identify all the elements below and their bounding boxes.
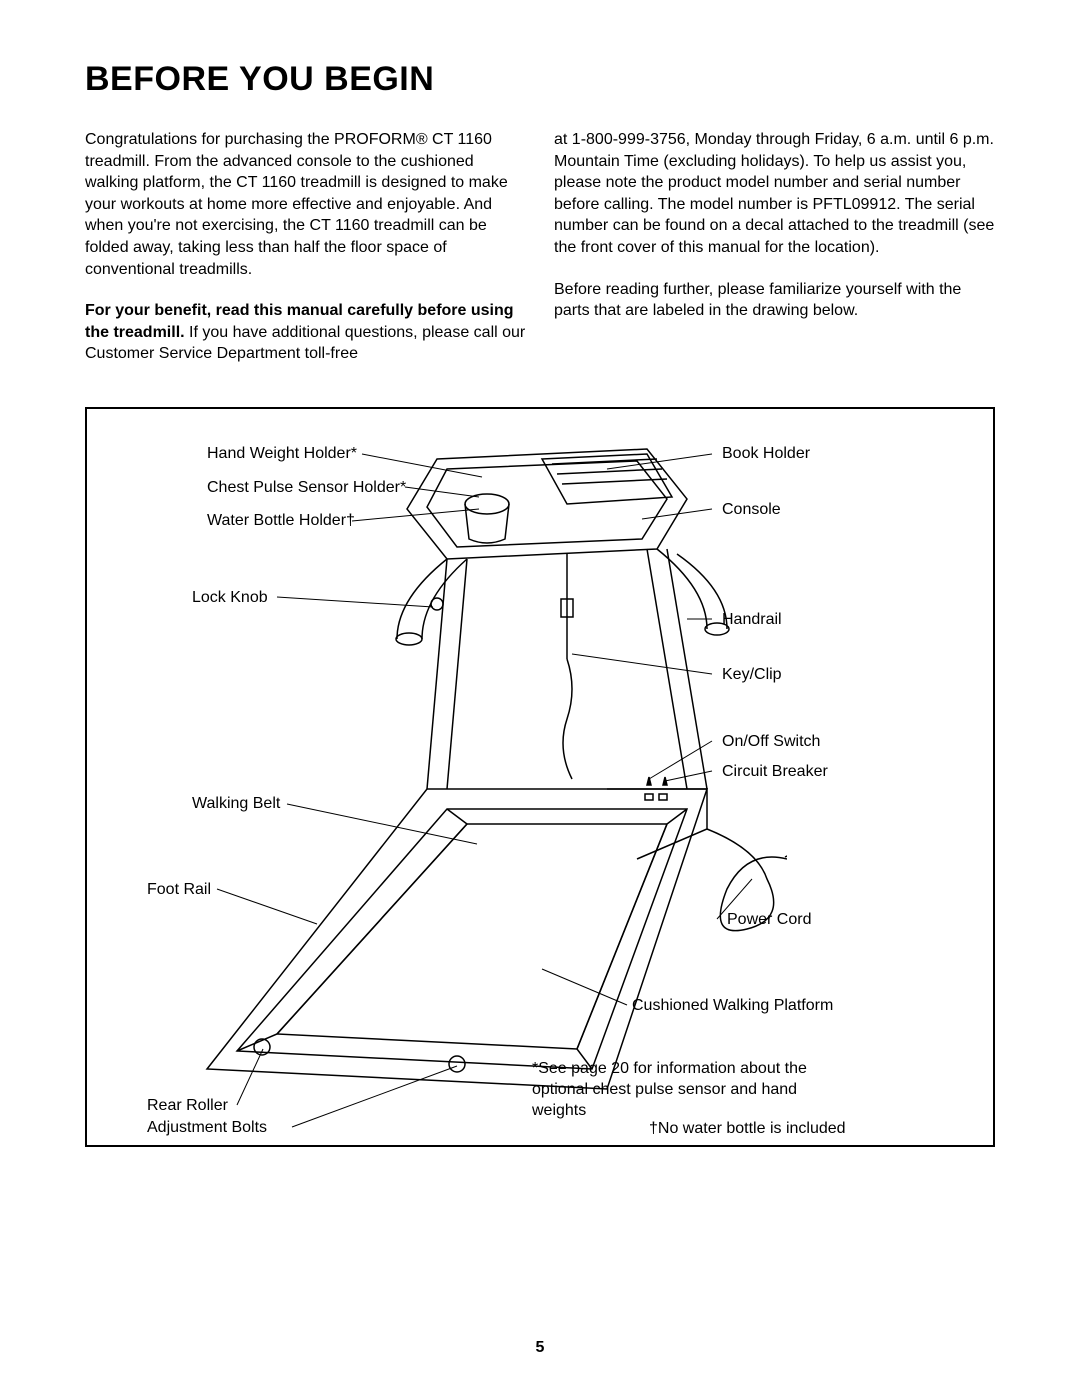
diagram-box: Hand Weight Holder* Chest Pulse Sensor H… — [85, 407, 995, 1147]
label-adjustment-bolts: Adjustment Bolts — [147, 1119, 267, 1137]
page-title: BEFORE YOU BEGIN — [85, 60, 995, 99]
label-rear-roller: Rear Roller — [147, 1097, 228, 1115]
intro-paragraph-4: Before reading further, please familiari… — [554, 279, 995, 322]
label-key-clip: Key/Clip — [722, 666, 782, 684]
label-water-bottle-holder: Water Bottle Holder† — [207, 512, 355, 530]
label-chest-pulse-sensor-holder: Chest Pulse Sensor Holder* — [207, 479, 406, 497]
label-circuit-breaker: Circuit Breaker — [722, 763, 828, 781]
column-right: at 1-800-999-3756, Monday through Friday… — [554, 129, 995, 385]
intro-paragraph-2: For your benefit, read this manual caref… — [85, 300, 526, 365]
intro-paragraph-3: at 1-800-999-3756, Monday through Friday… — [554, 129, 995, 259]
label-cushioned-walking-platform: Cushioned Walking Platform — [632, 997, 833, 1015]
column-left: Congratulations for purchasing the PROFO… — [85, 129, 526, 385]
label-handrail: Handrail — [722, 611, 782, 629]
label-hand-weight-holder: Hand Weight Holder* — [207, 445, 357, 463]
label-walking-belt: Walking Belt — [192, 795, 280, 813]
label-on-off-switch: On/Off Switch — [722, 733, 820, 751]
label-lock-knob: Lock Knob — [192, 589, 268, 607]
label-book-holder: Book Holder — [722, 445, 810, 463]
intro-columns: Congratulations for purchasing the PROFO… — [85, 129, 995, 385]
label-foot-rail: Foot Rail — [147, 881, 211, 899]
label-console: Console — [722, 501, 781, 519]
label-power-cord: Power Cord — [727, 911, 811, 929]
page-number: 5 — [0, 1339, 1080, 1357]
note-bottle: †No water bottle is included — [649, 1119, 959, 1140]
intro-paragraph-1: Congratulations for purchasing the PROFO… — [85, 129, 526, 280]
note-sensor: *See page 20 for information about the o… — [532, 1059, 842, 1121]
